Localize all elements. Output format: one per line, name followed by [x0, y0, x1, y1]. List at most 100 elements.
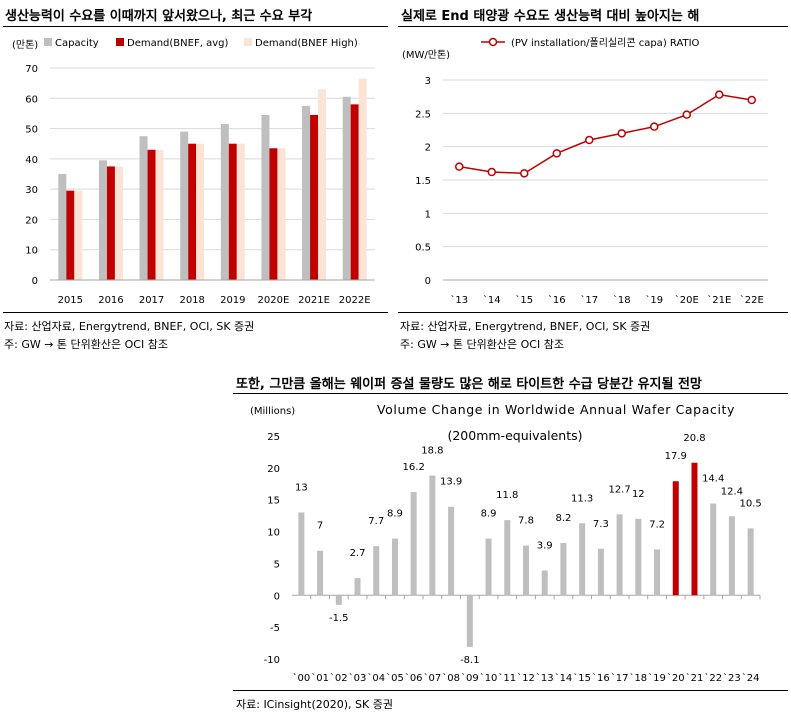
chart3-y-tick-label: -5 — [270, 623, 280, 634]
chart1-y-tick-label: 20 — [25, 215, 38, 226]
chart3-data-label: 12.7 — [608, 484, 630, 495]
chart1-bar-demand-avg — [106, 166, 115, 280]
chart3-x-tick-label: `07 — [424, 672, 442, 684]
chart3-chart-subtitle: (200mm-equivalents) — [447, 428, 582, 443]
chart3-data-label: 8.9 — [481, 509, 497, 520]
chart1-legend-capacity: Capacity — [55, 38, 99, 49]
chart3-x-tick-label: `11 — [498, 672, 516, 684]
chart3-data-label: 7.3 — [593, 519, 609, 530]
chart3-x-tick-label: `09 — [461, 672, 479, 684]
chart3-x-tick-label: `14 — [555, 672, 573, 684]
chart3-data-label: 13.9 — [440, 477, 462, 488]
chart3-bar — [672, 481, 679, 596]
chart3-data-label: 10.5 — [740, 498, 762, 509]
chart2-title-rule — [398, 26, 788, 27]
chart1-legend-demand-high: Demand(BNEF High) — [255, 38, 358, 49]
chart3-bar — [710, 503, 717, 596]
chart1-bar-capacity — [220, 124, 229, 281]
chart3-y-tick-label: -10 — [264, 655, 280, 666]
chart3-data-label: 2.7 — [350, 548, 366, 559]
chart3-bar — [579, 523, 586, 596]
chart1-bottom-rule — [3, 312, 388, 313]
chart3-y-tick-label: 15 — [267, 496, 280, 507]
chart3-data-label: -1.5 — [329, 613, 349, 624]
chart2-x-tick-label: `15 — [515, 294, 533, 306]
chart3-data-label: 11.8 — [496, 490, 518, 501]
chart1-y-tick-label: 40 — [25, 155, 38, 166]
chart3-x-tick-label: `01 — [311, 672, 329, 684]
chart2-x-tick-label: `16 — [548, 294, 566, 306]
chart3-bar — [597, 548, 604, 596]
chart2-data-point — [552, 149, 561, 158]
chart2-x-tick-label: `22E — [740, 294, 764, 306]
chart3-data-label: 14.4 — [702, 474, 724, 485]
chart3-x-tick-label: `02 — [330, 672, 348, 684]
chart1-title: 생산능력이 수요를 이때까지 앞서왔으나, 최근 수요 부각 — [5, 9, 313, 24]
chart3-bar — [747, 528, 754, 596]
chart1-x-tick-label: 2019 — [220, 295, 245, 306]
chart1-bar-capacity — [98, 160, 107, 280]
chart3-x-tick-label: `22 — [704, 672, 722, 684]
chart2-data-point — [682, 110, 691, 119]
chart1-bar-demand-avg — [350, 104, 359, 280]
chart1-y-tick-label: 10 — [25, 246, 38, 257]
chart3-y-tick-label: 25 — [267, 432, 280, 443]
chart3-y-tick-label: 10 — [267, 528, 280, 539]
chart2-x-tick-label: `19 — [645, 294, 663, 306]
chart1-bar-demand-avg — [269, 148, 278, 280]
chart1-x-tick-label: 2017 — [139, 295, 164, 306]
chart3-x-tick-label: `16 — [592, 672, 610, 684]
chart1-legend-demand-avg-swatch — [116, 38, 124, 46]
chart3-bar — [616, 514, 623, 596]
chart1-bar-demand-high — [358, 78, 367, 280]
chart3-y-tick-label: 5 — [274, 559, 280, 570]
chart2-data-point — [455, 162, 464, 171]
chart3-bar — [560, 543, 567, 596]
chart1-y-tick-label: 50 — [25, 125, 38, 136]
chart3-x-tick-label: `03 — [349, 672, 367, 684]
chart3-chart-title: Volume Change in Worldwide Annual Wafer … — [377, 402, 735, 417]
chart3-data-label: 11.3 — [571, 493, 593, 504]
chart3-x-tick-label: `18 — [629, 672, 647, 684]
chart3-data-label: 13 — [295, 482, 308, 493]
chart3-bar — [485, 538, 492, 596]
chart3-bar — [691, 462, 698, 596]
chart3-x-tick-label: `04 — [367, 672, 385, 684]
chart3-x-tick-label: `12 — [517, 672, 535, 684]
chart1-note: 주: GW → 톤 단위환산은 OCI 참조 — [4, 338, 168, 351]
chart3-x-tick-label: `13 — [536, 672, 554, 684]
chart2-x-tick-label: `18 — [613, 294, 631, 306]
chart2-data-point — [617, 129, 626, 138]
chart2-note: 주: GW → 톤 단위환산은 OCI 참조 — [400, 338, 564, 351]
chart1-bar-capacity — [342, 96, 351, 281]
chart3-bar — [373, 546, 380, 596]
chart1-x-tick-label: 2020E — [258, 295, 290, 306]
chart2-x-tick-label: `13 — [450, 294, 468, 306]
chart1-bar-demand-avg — [310, 114, 319, 280]
chart2-data-point — [585, 135, 594, 145]
chart1-y-tick-label: 0 — [32, 276, 38, 287]
chart3-data-label: 12.4 — [721, 486, 743, 497]
chart3-y-tick-label: 0 — [274, 591, 280, 602]
chart3-data-label: 12 — [632, 489, 645, 500]
chart1-bar-demand-avg — [147, 149, 156, 280]
chart3-x-tick-label: `06 — [405, 672, 423, 684]
chart2-y-tick-label: 2.5 — [415, 109, 431, 120]
chart3-title: 또한, 그만큼 올해는 웨이퍼 증설 물량도 많은 해로 타이트한 수급 당분간… — [236, 377, 702, 392]
chart1-bar-demand-high — [155, 149, 164, 280]
chart3-bar — [391, 538, 398, 596]
chart1-unit-label: (만톤) — [12, 39, 38, 51]
chart1-bar-capacity — [139, 136, 148, 280]
chart2-data-point — [650, 122, 659, 131]
chart2-data-point — [747, 95, 756, 105]
chart1-bar-demand-high — [318, 89, 327, 280]
chart1-bar-demand-high — [74, 190, 83, 280]
chart3-bar — [654, 549, 661, 596]
chart3-bar — [448, 506, 455, 596]
chart3-bar — [541, 570, 548, 596]
chart1-bar-demand-avg — [228, 143, 237, 280]
chart3-x-tick-label: `17 — [611, 672, 629, 684]
chart3-bar — [635, 518, 642, 596]
chart2-x-tick-label: `21E — [707, 294, 731, 306]
